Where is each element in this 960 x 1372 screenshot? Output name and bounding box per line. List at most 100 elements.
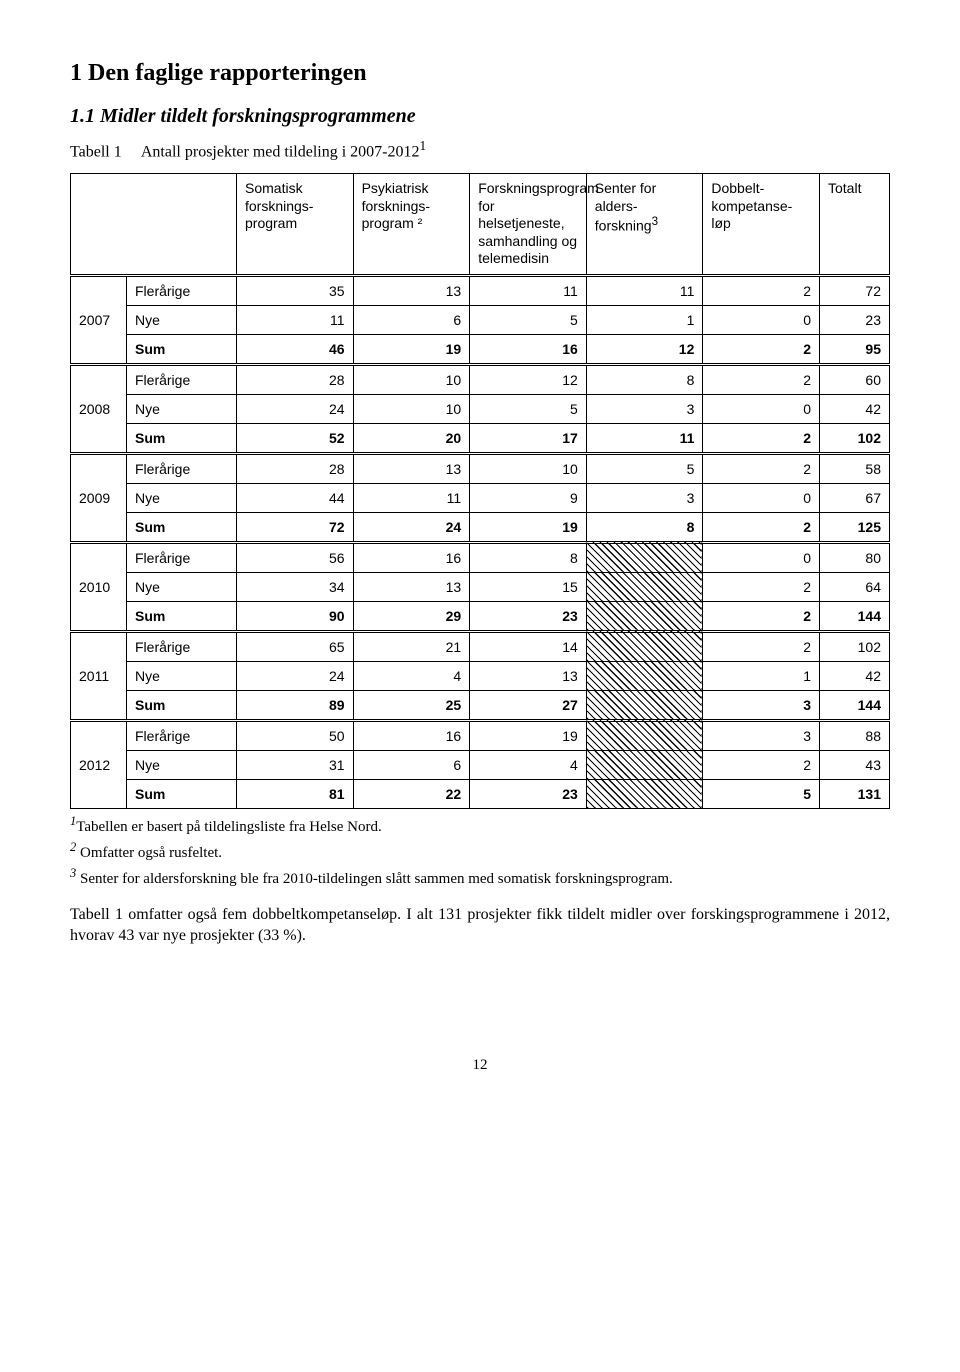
data-cell <box>586 720 703 750</box>
data-cell <box>586 542 703 572</box>
data-cell: 1 <box>703 661 820 690</box>
data-cell: 4 <box>353 661 470 690</box>
col-header-sup: 3 <box>652 215 658 228</box>
data-cell: 15 <box>470 572 587 601</box>
data-cell: 5 <box>586 453 703 483</box>
row-label: Flerårige <box>127 275 237 305</box>
data-cell: 95 <box>820 334 890 364</box>
data-cell: 43 <box>820 750 890 779</box>
data-cell: 31 <box>237 750 354 779</box>
data-cell: 23 <box>820 305 890 334</box>
row-label: Sum <box>127 601 237 631</box>
data-cell: 11 <box>586 275 703 305</box>
data-cell: 23 <box>470 601 587 631</box>
data-cell: 2 <box>703 423 820 453</box>
data-cell: 19 <box>470 512 587 542</box>
data-cell: 52 <box>237 423 354 453</box>
data-cell: 72 <box>237 512 354 542</box>
data-cell: 2 <box>703 275 820 305</box>
data-cell: 131 <box>820 779 890 808</box>
data-cell: 13 <box>470 661 587 690</box>
data-cell: 11 <box>237 305 354 334</box>
data-cell: 21 <box>353 631 470 661</box>
data-cell: 3 <box>703 690 820 720</box>
table-caption: Tabell 1 Antall prosjekter med tildeling… <box>70 138 890 161</box>
data-cell: 25 <box>353 690 470 720</box>
table-row: Nye341315264 <box>71 572 890 601</box>
data-cell: 0 <box>703 542 820 572</box>
table-row: Sum72241982125 <box>71 512 890 542</box>
row-label: Nye <box>127 572 237 601</box>
table-row: Nye241053042 <box>71 394 890 423</box>
body-paragraph: Tabell 1 omfatter også fem dobbeltkompet… <box>70 904 890 947</box>
data-cell: 5 <box>703 779 820 808</box>
data-cell: 2 <box>703 453 820 483</box>
data-cell: 56 <box>237 542 354 572</box>
data-cell: 16 <box>353 542 470 572</box>
data-cell: 11 <box>470 275 587 305</box>
data-cell: 9 <box>470 483 587 512</box>
table-row: Nye11651023 <box>71 305 890 334</box>
data-cell: 13 <box>353 275 470 305</box>
table-row: 2011Flerårige6521142102 <box>71 631 890 661</box>
data-cell: 2 <box>703 631 820 661</box>
data-cell: 89 <box>237 690 354 720</box>
caption-text: Antall prosjekter med tildeling i 2007-2… <box>141 143 420 160</box>
year-cell: 2007 <box>71 275 127 364</box>
table-row: 2007Flerårige35131111272 <box>71 275 890 305</box>
data-cell: 46 <box>237 334 354 364</box>
data-cell: 24 <box>237 394 354 423</box>
data-cell: 16 <box>470 334 587 364</box>
row-label: Flerårige <box>127 631 237 661</box>
row-label: Nye <box>127 661 237 690</box>
data-cell: 20 <box>353 423 470 453</box>
table-row: Nye24413142 <box>71 661 890 690</box>
row-label: Nye <box>127 483 237 512</box>
data-cell: 8 <box>470 542 587 572</box>
subsection-heading: 1.1 Midler tildelt forskningsprogrammene <box>70 105 890 128</box>
footnote: 3 Senter for aldersforskning ble fra 201… <box>70 865 890 889</box>
table-row: 2010Flerårige56168080 <box>71 542 890 572</box>
col-header: Psykiatrisk forsknings-program ² <box>353 174 470 276</box>
data-cell: 19 <box>470 720 587 750</box>
row-label: Sum <box>127 779 237 808</box>
col-header: Forskningsprogram for helsetjeneste, sam… <box>470 174 587 276</box>
data-cell <box>586 661 703 690</box>
data-cell: 13 <box>353 572 470 601</box>
year-cell: 2011 <box>71 631 127 720</box>
data-cell: 58 <box>820 453 890 483</box>
data-cell: 10 <box>353 364 470 394</box>
footnote-text: Senter for aldersforskning ble fra 2010-… <box>76 871 673 887</box>
data-cell: 0 <box>703 305 820 334</box>
col-header-text: Senter for alders-forskning <box>595 180 656 234</box>
year-cell: 2012 <box>71 720 127 808</box>
data-cell: 27 <box>470 690 587 720</box>
data-cell: 2 <box>703 601 820 631</box>
data-cell <box>586 690 703 720</box>
footnote-text: Tabellen er basert på tildelingsliste fr… <box>76 819 382 835</box>
data-cell: 24 <box>237 661 354 690</box>
col-header: Dobbelt-kompetanse-løp <box>703 174 820 276</box>
data-cell: 72 <box>820 275 890 305</box>
data-cell: 14 <box>470 631 587 661</box>
data-cell <box>586 572 703 601</box>
row-label: Sum <box>127 512 237 542</box>
row-label: Nye <box>127 394 237 423</box>
data-cell: 23 <box>470 779 587 808</box>
col-header: Senter for alders-forskning3 <box>586 174 703 276</box>
caption-sup: 1 <box>420 138 427 153</box>
data-cell: 6 <box>353 305 470 334</box>
table-row: Sum522017112102 <box>71 423 890 453</box>
data-cell: 67 <box>820 483 890 512</box>
data-cell: 64 <box>820 572 890 601</box>
data-cell: 12 <box>586 334 703 364</box>
table-row: 2008Flerårige2810128260 <box>71 364 890 394</box>
data-cell: 0 <box>703 394 820 423</box>
data-cell: 144 <box>820 690 890 720</box>
footnote: 1Tabellen er basert på tildelingsliste f… <box>70 813 890 837</box>
data-cell: 35 <box>237 275 354 305</box>
data-cell: 3 <box>586 483 703 512</box>
row-label: Flerårige <box>127 364 237 394</box>
data-cell: 34 <box>237 572 354 601</box>
data-cell: 2 <box>703 364 820 394</box>
